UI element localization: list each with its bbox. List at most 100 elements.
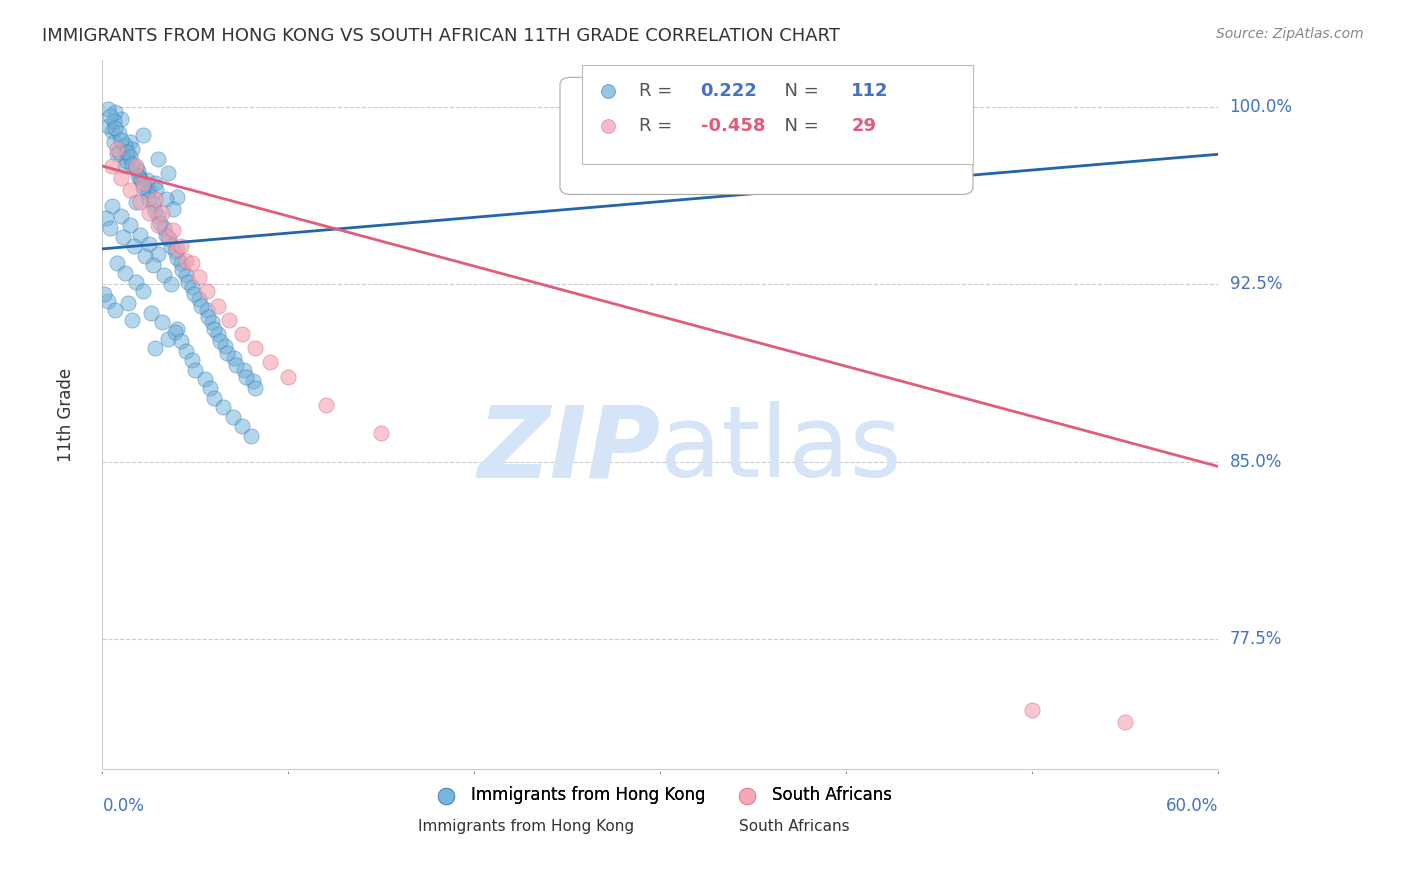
Text: 77.5%: 77.5% bbox=[1230, 631, 1282, 648]
Point bbox=[243, 341, 266, 355]
Point bbox=[138, 206, 160, 220]
Point bbox=[115, 145, 138, 159]
Point bbox=[162, 223, 184, 237]
Point bbox=[169, 256, 191, 270]
Point bbox=[163, 244, 186, 259]
Point bbox=[166, 242, 188, 256]
Point bbox=[114, 159, 136, 173]
Point bbox=[120, 150, 142, 164]
Point bbox=[160, 277, 183, 292]
Point bbox=[149, 216, 172, 230]
Text: 85.0%: 85.0% bbox=[1230, 453, 1282, 471]
Text: 60.0%: 60.0% bbox=[1166, 797, 1219, 815]
Text: -0.458: -0.458 bbox=[700, 118, 765, 136]
Point bbox=[132, 176, 155, 190]
Point bbox=[136, 173, 159, 187]
Point bbox=[143, 176, 166, 190]
Point bbox=[93, 286, 115, 301]
Point bbox=[120, 218, 142, 232]
Point bbox=[143, 204, 166, 219]
Point bbox=[122, 239, 145, 253]
Point bbox=[155, 227, 177, 242]
Point bbox=[240, 429, 263, 443]
Text: ZIP: ZIP bbox=[478, 401, 661, 499]
Point bbox=[104, 104, 127, 119]
Point bbox=[231, 326, 253, 341]
Point bbox=[97, 293, 120, 308]
Point bbox=[259, 355, 281, 369]
Point bbox=[190, 299, 212, 313]
Text: South Africans: South Africans bbox=[740, 819, 849, 834]
Point bbox=[108, 126, 131, 140]
Point bbox=[200, 381, 222, 395]
Point bbox=[153, 220, 176, 235]
Point bbox=[215, 346, 238, 360]
Text: N =: N = bbox=[773, 118, 825, 136]
Point bbox=[105, 147, 128, 161]
Point bbox=[138, 183, 160, 197]
Point bbox=[370, 426, 392, 441]
Point bbox=[243, 381, 266, 395]
Text: atlas: atlas bbox=[661, 401, 903, 499]
Point bbox=[163, 325, 186, 339]
Point bbox=[100, 123, 122, 137]
Point bbox=[128, 227, 150, 242]
Point bbox=[242, 375, 264, 389]
Point bbox=[128, 170, 150, 185]
Point bbox=[277, 369, 299, 384]
Point bbox=[201, 315, 224, 329]
Point bbox=[110, 209, 132, 223]
Point bbox=[232, 362, 254, 376]
Point bbox=[98, 220, 121, 235]
Point bbox=[136, 185, 159, 199]
Point bbox=[120, 183, 142, 197]
FancyBboxPatch shape bbox=[582, 64, 973, 164]
Point bbox=[148, 152, 170, 166]
Point bbox=[934, 322, 956, 336]
Point bbox=[218, 313, 240, 327]
Point bbox=[156, 230, 179, 244]
Point bbox=[148, 246, 170, 260]
Point bbox=[131, 173, 153, 187]
Point bbox=[202, 391, 225, 405]
Point bbox=[104, 121, 127, 136]
Text: 0.0%: 0.0% bbox=[103, 797, 145, 815]
Point bbox=[231, 419, 253, 434]
Point bbox=[188, 292, 211, 306]
Point bbox=[224, 351, 246, 365]
Point bbox=[212, 401, 235, 415]
Point bbox=[120, 136, 142, 150]
Point bbox=[180, 256, 202, 270]
Point bbox=[142, 197, 165, 211]
Text: 100.0%: 100.0% bbox=[1230, 98, 1292, 116]
Point bbox=[121, 143, 143, 157]
Point bbox=[104, 303, 127, 318]
Point bbox=[145, 183, 167, 197]
Point bbox=[1021, 703, 1043, 717]
Point bbox=[1114, 714, 1136, 729]
Point bbox=[105, 256, 128, 270]
Point bbox=[225, 358, 247, 372]
Text: 92.5%: 92.5% bbox=[1230, 276, 1282, 293]
Point bbox=[114, 137, 136, 152]
Point bbox=[235, 369, 257, 384]
Point bbox=[180, 353, 202, 368]
Point bbox=[103, 114, 125, 128]
Text: Immigrants from Hong Kong: Immigrants from Hong Kong bbox=[419, 819, 634, 834]
Point bbox=[111, 230, 134, 244]
Point bbox=[155, 192, 177, 206]
Point bbox=[105, 143, 128, 157]
Point bbox=[156, 332, 179, 346]
Point bbox=[100, 159, 122, 173]
Point bbox=[148, 209, 170, 223]
Point bbox=[156, 166, 179, 180]
Point bbox=[188, 270, 211, 285]
Point bbox=[97, 119, 120, 133]
Legend: Immigrants from Hong Kong, South Africans: Immigrants from Hong Kong, South African… bbox=[422, 780, 898, 811]
Point bbox=[157, 232, 180, 246]
Point bbox=[197, 310, 219, 325]
Point bbox=[117, 296, 139, 310]
Point bbox=[150, 315, 173, 329]
Point bbox=[195, 303, 218, 318]
Point bbox=[172, 263, 194, 277]
